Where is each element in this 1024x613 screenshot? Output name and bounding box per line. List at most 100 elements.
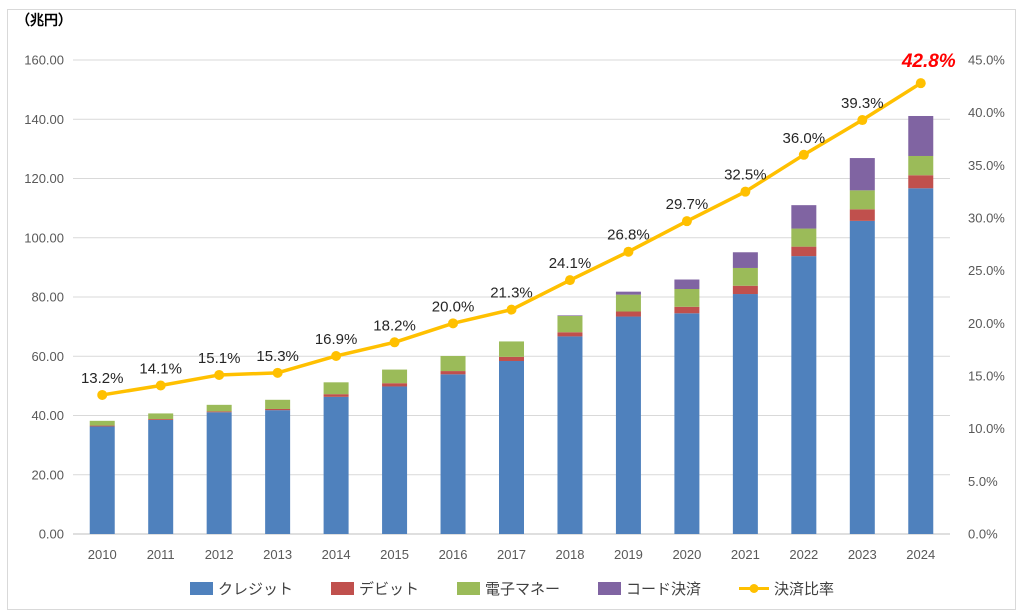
x-axis-year-label: 2021 (731, 547, 760, 562)
bar-segment-電子マネー-2013 (265, 399, 291, 409)
legend-swatch-icon (456, 582, 480, 595)
bar-segment-クレジット-2023 (849, 220, 875, 534)
bar-segment-電子マネー-2010 (89, 420, 115, 426)
ratio-label-2011: 14.1% (139, 360, 182, 377)
ratio-label-2021: 32.5% (724, 167, 767, 184)
legend-item-デビット: デビット (330, 578, 419, 599)
x-axis-year-label: 2024 (906, 547, 935, 562)
bar-segment-クレジット-2019 (615, 316, 641, 534)
legend-swatch-icon (189, 582, 213, 595)
legend-label: クレジット (217, 581, 293, 598)
bar-segment-電子マネー-2018 (557, 315, 583, 333)
line-marker-2013 (272, 367, 283, 378)
legend-item-決済比率: 決済比率 (739, 578, 834, 599)
ratio-label-latest: 42.8% (901, 51, 956, 72)
legend-swatch-icon (598, 582, 621, 595)
line-marker-2016 (448, 318, 459, 329)
y-axis-tick-label-right: 45.0% (968, 53, 1005, 68)
bar-segment-電子マネー-2020 (674, 289, 700, 307)
y-axis-tick-label-right: 0.0% (968, 527, 998, 542)
y-axis-tick-label-left: 160.00 (24, 53, 64, 68)
bar-segment-デビット-2011 (148, 419, 174, 420)
bar-segment-デビット-2017 (499, 356, 524, 361)
bar-segment-デビット-2019 (615, 311, 641, 317)
ratio-label-2019: 26.8% (607, 227, 650, 244)
legend-swatch-icon (330, 582, 354, 595)
y-axis-tick-label-left: 0.00 (39, 527, 64, 542)
bar-segment-コード決済-2023 (849, 158, 875, 191)
bar-segment-電子マネー-2011 (148, 413, 174, 420)
legend-label: コード決済 (626, 581, 702, 598)
line-marker-2024 (915, 78, 926, 89)
x-axis-year-label: 2011 (147, 547, 175, 562)
bar-segment-電子マネー-2022 (791, 228, 817, 247)
y-axis-tick-label-left: 40.00 (31, 408, 64, 423)
ratio-label-2012: 15.1% (198, 350, 241, 367)
chart-legend: クレジット デビット 電子マネー コード決済 決済比率 (0, 578, 1024, 599)
bar-segment-クレジット-2013 (265, 410, 291, 534)
x-axis-year-label: 2019 (614, 547, 643, 562)
bar-segment-クレジット-2015 (382, 386, 408, 534)
line-marker-2014 (331, 350, 342, 361)
bar-segment-クレジット-2020 (674, 313, 700, 534)
y-axis-tick-label-right: 30.0% (968, 211, 1005, 226)
line-marker-2012 (214, 369, 225, 380)
bar-segment-デビット-2018 (557, 332, 583, 337)
bar-segment-クレジット-2011 (148, 419, 174, 534)
y-axis-tick-label-right: 40.0% (968, 105, 1005, 120)
bar-segment-コード決済-2022 (791, 205, 817, 229)
bar-segment-電子マネー-2017 (499, 341, 524, 357)
bar-segment-デビット-2021 (732, 285, 758, 295)
x-axis-year-label: 2017 (497, 547, 526, 562)
bar-segment-電子マネー-2012 (206, 404, 232, 412)
bar-segment-デビット-2014 (323, 394, 349, 397)
bar-segment-電子マネー-2014 (323, 382, 349, 395)
y-axis-tick-label-right: 10.0% (968, 421, 1005, 436)
y-axis-tick-label-left: 100.00 (24, 230, 64, 245)
line-marker-2017 (506, 304, 517, 315)
bar-segment-デビット-2023 (849, 209, 875, 221)
legend-item-クレジット: クレジット (189, 578, 293, 599)
line-marker-2011 (155, 380, 166, 391)
line-marker-2021 (740, 186, 751, 197)
bar-segment-デビット-2013 (265, 408, 291, 411)
bar-segment-デビット-2022 (791, 246, 817, 257)
bar-segment-電子マネー-2015 (382, 369, 408, 384)
bar-segment-デビット-2020 (674, 306, 700, 314)
line-marker-2018 (564, 275, 575, 286)
line-marker-2022 (798, 149, 809, 160)
bar-segment-コード決済-2024 (908, 115, 934, 156)
y-axis-tick-label-right: 5.0% (968, 474, 998, 489)
y-axis-tick-label-left: 120.00 (24, 171, 64, 186)
bar-segment-クレジット-2021 (732, 294, 758, 534)
legend-label: 電子マネー (484, 581, 560, 598)
x-axis-year-label: 2018 (556, 547, 585, 562)
ratio-label-2020: 29.7% (666, 196, 709, 213)
x-axis-year-label: 2020 (672, 547, 701, 562)
legend-label: デビット (358, 581, 419, 598)
bar-segment-クレジット-2016 (440, 374, 466, 534)
legend-label: 決済比率 (774, 581, 835, 598)
y-axis-tick-label-right: 35.0% (968, 158, 1005, 173)
bar-segment-デビット-2015 (382, 383, 408, 387)
ratio-label-2013: 15.3% (256, 348, 299, 365)
y-axis-tick-label-left: 140.00 (24, 112, 64, 127)
bar-segment-デビット-2012 (206, 411, 232, 413)
bar-segment-クレジット-2022 (791, 256, 817, 534)
bar-segment-電子マネー-2024 (908, 155, 934, 176)
bar-segment-クレジット-2024 (908, 188, 934, 534)
bar-segment-デビット-2016 (440, 371, 466, 375)
x-axis-year-label: 2013 (263, 547, 292, 562)
ratio-label-2022: 36.0% (783, 130, 826, 147)
y-axis-tick-label-left: 60.00 (31, 349, 64, 364)
x-axis-year-label: 2016 (439, 547, 468, 562)
bar-segment-クレジット-2014 (323, 396, 349, 534)
x-axis-year-label: 2022 (789, 547, 818, 562)
ratio-label-2023: 39.3% (841, 95, 884, 112)
x-axis-year-label: 2023 (848, 547, 877, 562)
bar-segment-電子マネー-2016 (440, 355, 466, 372)
y-axis-tick-label-right: 25.0% (968, 263, 1005, 278)
y-axis-tick-label-right: 15.0% (968, 369, 1005, 384)
bar-segment-コード決済-2020 (674, 279, 700, 290)
